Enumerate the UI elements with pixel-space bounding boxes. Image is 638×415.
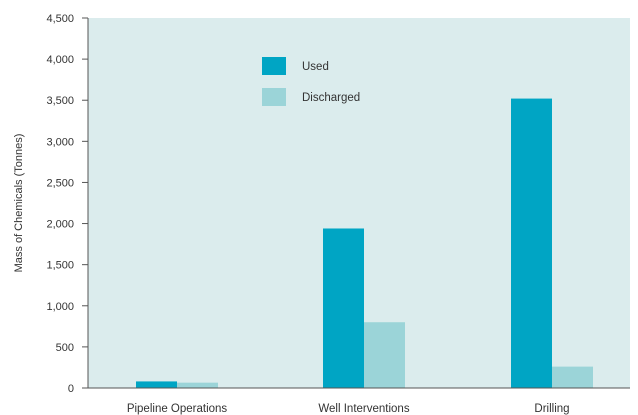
y-tick-label: 3,000 — [46, 136, 74, 148]
y-axis-title: Mass of Chemicals (Tonnes) — [13, 134, 25, 273]
axes-group — [87, 18, 630, 389]
x-category-label: Well Interventions — [318, 403, 409, 415]
legend-label-discharged: Discharged — [302, 92, 360, 104]
bar-discharged-0 — [177, 382, 218, 388]
x-category-label: Pipeline Operations — [127, 403, 228, 415]
y-tick-label: 3,500 — [46, 95, 74, 107]
y-ticks-group: 0 500 1,000 1,500 2,000 2,500 3,000 3,500 4,000 4… — [46, 13, 88, 395]
bar-discharged-1 — [364, 322, 405, 388]
legend-label-used: Used — [302, 61, 329, 73]
y-tick-label: 0 — [68, 383, 74, 395]
y-tick-label: 500 — [56, 342, 74, 354]
bars-group — [136, 98, 593, 389]
bar-discharged-2 — [552, 366, 593, 388]
bar-used-1 — [323, 228, 364, 388]
y-tick-label: 2,000 — [46, 219, 74, 231]
legend: Used Discharged — [262, 57, 360, 106]
y-tick-label: 1,500 — [46, 260, 74, 272]
y-tick-label: 4,000 — [46, 54, 74, 66]
y-tick-label: 1,000 — [46, 301, 74, 313]
y-tick-label: 2,500 — [46, 177, 74, 189]
bar-used-0 — [136, 381, 177, 388]
x-categories-group: Pipeline Operations Well Interventions Dri… — [127, 403, 570, 415]
legend-swatch-used — [262, 57, 286, 75]
bar-used-2 — [511, 98, 552, 389]
y-tick-label: 4,500 — [46, 13, 74, 25]
legend-swatch-discharged — [262, 88, 286, 106]
x-category-label: Drilling — [534, 403, 569, 415]
